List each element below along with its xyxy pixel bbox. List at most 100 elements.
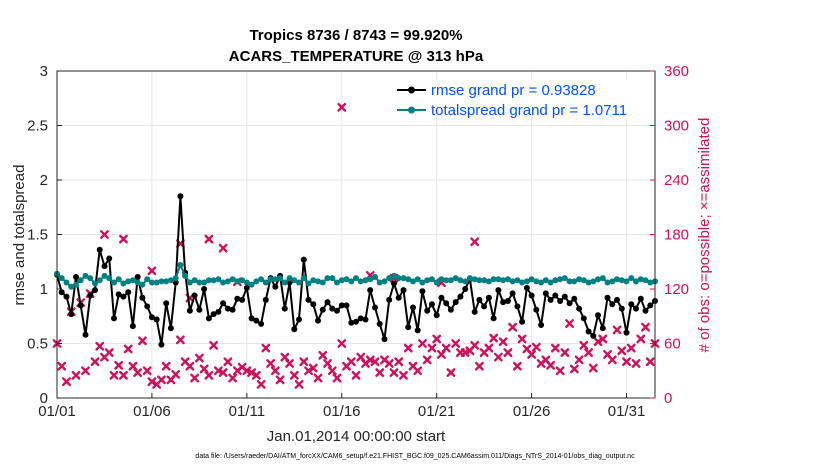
series-point-1-42 bbox=[253, 278, 260, 285]
series-point-0-18 bbox=[139, 294, 146, 301]
series-point-0-46 bbox=[272, 283, 279, 290]
series-point-1-68 bbox=[376, 279, 383, 286]
obs-point-2-96 bbox=[508, 322, 518, 332]
series-point-1-114 bbox=[595, 276, 601, 283]
series-point-0-19 bbox=[144, 303, 151, 310]
obs-point-2-84 bbox=[451, 339, 461, 348]
series-point-0-41 bbox=[248, 315, 255, 322]
obs-point-2-53 bbox=[304, 366, 313, 376]
series-point-1-10 bbox=[101, 272, 108, 279]
obs-point-2-60 bbox=[337, 339, 347, 348]
series-point-0-68 bbox=[376, 320, 383, 327]
series-point-1-20 bbox=[148, 279, 155, 286]
obs-point-2-83 bbox=[446, 368, 456, 377]
series-point-1-22 bbox=[158, 278, 165, 285]
series-point-1-45 bbox=[267, 276, 274, 283]
series-point-1-39 bbox=[239, 277, 246, 284]
x-tick-label-1: 01/06 bbox=[133, 403, 171, 420]
series-layer bbox=[52, 102, 660, 389]
series-point-0-58 bbox=[329, 305, 336, 312]
series-point-0-93 bbox=[495, 287, 502, 294]
y-tick-label-left-2: 1 bbox=[40, 281, 48, 298]
x-tick-label-5: 01/26 bbox=[513, 403, 551, 420]
obs-point-2-37 bbox=[228, 373, 238, 383]
chart-title-line-1: Tropics 8736 / 8743 = 99.920% bbox=[249, 27, 462, 44]
obs-point-2-55 bbox=[313, 373, 323, 383]
series-point-0-119 bbox=[618, 305, 625, 312]
series-point-0-31 bbox=[201, 286, 208, 292]
series-point-0-122 bbox=[633, 305, 639, 312]
series-point-1-73 bbox=[400, 275, 407, 282]
x-tick-label-2: 01/11 bbox=[229, 403, 265, 420]
obs-point-2-30 bbox=[194, 353, 204, 363]
obs-point-2-51 bbox=[294, 379, 304, 389]
series-point-0-64 bbox=[357, 315, 364, 322]
obs-point-2-22 bbox=[157, 375, 166, 385]
obs-point-2-72 bbox=[394, 357, 404, 367]
obs-point-2-95 bbox=[503, 348, 513, 357]
series-point-1-50 bbox=[291, 277, 298, 284]
series-point-1-33 bbox=[210, 277, 217, 284]
series-point-0-16 bbox=[129, 323, 136, 330]
obs-point-2-125 bbox=[645, 357, 655, 367]
series-point-1-32 bbox=[205, 277, 212, 284]
obs-point-2-88 bbox=[470, 340, 480, 350]
obs-point-3-1 bbox=[119, 234, 128, 244]
series-point-0-8 bbox=[92, 287, 98, 294]
series-point-0-82 bbox=[443, 300, 450, 307]
obs-point-2-29 bbox=[190, 373, 200, 383]
series-point-0-107 bbox=[561, 293, 568, 300]
series-point-0-39 bbox=[239, 296, 246, 303]
obs-point-2-54 bbox=[308, 363, 318, 373]
series-point-0-72 bbox=[395, 294, 402, 301]
series-point-1-116 bbox=[604, 279, 611, 286]
obs-point-2-109 bbox=[569, 364, 579, 374]
obs-point-2-120 bbox=[622, 357, 631, 367]
series-point-1-91 bbox=[485, 278, 492, 285]
obs-point-2-50 bbox=[289, 370, 299, 380]
obs-point-2-68 bbox=[375, 368, 385, 377]
series-point-0-124 bbox=[642, 307, 649, 314]
series-point-0-106 bbox=[557, 298, 564, 304]
series-point-1-3 bbox=[68, 283, 75, 290]
series-point-1-103 bbox=[542, 277, 549, 284]
obs-point-2-25 bbox=[171, 369, 181, 379]
series-point-0-113 bbox=[590, 332, 597, 339]
series-point-0-95 bbox=[504, 298, 511, 304]
series-point-1-36 bbox=[224, 278, 231, 285]
series-point-0-89 bbox=[476, 296, 483, 303]
series-point-0-12 bbox=[111, 315, 117, 322]
legend: rmse grand pr = 0.93828 totalspread gran… bbox=[392, 80, 646, 119]
series-point-0-104 bbox=[547, 296, 554, 303]
obs-point-2-58 bbox=[327, 366, 337, 376]
series-point-0-20 bbox=[148, 314, 155, 321]
series-point-0-112 bbox=[585, 328, 592, 335]
series-point-1-66 bbox=[367, 276, 374, 283]
series-point-1-60 bbox=[338, 277, 345, 284]
obs-point-2-12 bbox=[109, 370, 119, 380]
series-point-0-90 bbox=[481, 303, 488, 310]
series-point-0-61 bbox=[343, 302, 350, 309]
series-point-1-87 bbox=[466, 275, 473, 282]
obs-point-2-124 bbox=[641, 322, 650, 332]
series-point-0-15 bbox=[125, 289, 132, 296]
series-point-1-14 bbox=[120, 280, 127, 287]
series-point-0-69 bbox=[381, 336, 388, 343]
series-point-0-54 bbox=[310, 301, 317, 308]
series-point-1-31 bbox=[201, 279, 208, 286]
series-1 bbox=[54, 262, 658, 290]
obs-point-2-123 bbox=[636, 334, 646, 344]
series-point-1-70 bbox=[386, 275, 393, 282]
series-point-0-63 bbox=[353, 318, 359, 325]
obs-point-3-0 bbox=[100, 230, 109, 239]
series-point-1-18 bbox=[139, 281, 146, 288]
series-point-0-52 bbox=[300, 256, 307, 263]
obs-point-2-73 bbox=[399, 370, 408, 380]
series-point-1-11 bbox=[106, 275, 113, 282]
series-point-0-43 bbox=[258, 320, 265, 327]
series-point-1-95 bbox=[504, 276, 511, 283]
series-point-1-84 bbox=[452, 275, 459, 282]
y-tick-label-right-2: 120 bbox=[664, 281, 689, 298]
y-tick-label-left-5: 2.5 bbox=[27, 118, 48, 135]
series-point-1-125 bbox=[647, 279, 654, 286]
